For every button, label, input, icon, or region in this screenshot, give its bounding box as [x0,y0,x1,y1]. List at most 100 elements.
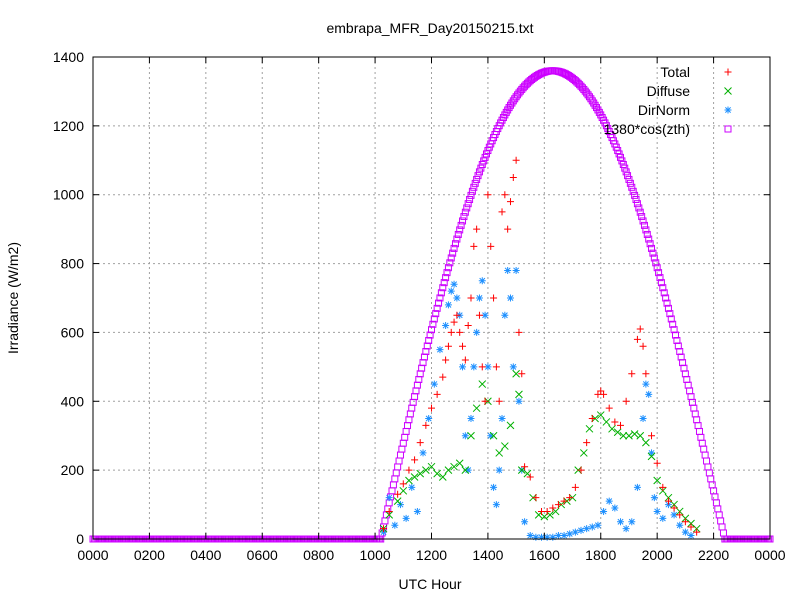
dirnorm-point [512,266,520,274]
total-point [399,480,407,488]
total-point [583,439,591,447]
total-point [664,497,672,505]
total-point [490,294,498,302]
diffuse-point [647,452,656,461]
total-point [428,404,435,412]
dirnorm-point [645,390,653,398]
total-point [422,421,430,429]
dirnorm-point [526,532,534,540]
cos-zth-point [475,168,483,176]
dirnorm-point [492,501,500,509]
diffuse-point [495,449,504,457]
x-tick-label: 0000 [754,547,785,563]
dirnorm-point [450,280,458,288]
total-point [560,497,568,505]
cos-zth-point [624,172,632,180]
dirnorm-point [577,526,585,534]
cos-zth-point [648,244,656,252]
dirnorm-point [461,432,469,440]
cos-zth-point [457,221,465,229]
total-point [444,342,452,350]
cos-zth-point [406,410,414,418]
total-point [636,325,644,333]
cos-zth-point [670,326,678,334]
diffuse-point [653,476,662,485]
total-point [687,523,695,531]
diffuse-point [619,431,628,440]
dirnorm-point [408,483,416,491]
dirnorm-point [490,483,498,491]
x-tick-label: 1000 [360,547,391,563]
cos-zth-point [632,195,640,203]
cos-zth-point [411,393,419,401]
total-point [554,501,562,509]
diffuse-point [500,442,509,450]
cos-zth-point [412,387,420,395]
cos-zth-point [468,187,476,195]
total-point [515,328,523,336]
diffuse-point [489,431,498,440]
diffuse-point [625,431,633,440]
cos-zth-point [642,226,650,234]
cos-zth-point [447,254,455,262]
total-point [439,373,447,381]
dirnorm-point [478,277,486,285]
cos-zth-point [684,381,692,389]
total-point [518,370,526,378]
diffuse-point [444,466,453,474]
dirnorm-point [588,523,596,531]
cos-zth-point [643,230,651,238]
total-point [394,490,402,498]
cos-zth-point [704,463,712,471]
total-point [509,174,517,181]
cos-zth-point [436,294,444,302]
total-point [693,528,701,536]
dirnorm-point [464,466,472,474]
cos-zth-point [633,200,641,208]
legend-label: 1380*cos(zth) [604,121,690,137]
total-point [605,404,613,412]
diffuse-point [512,369,520,378]
dirnorm-point [571,528,579,536]
cos-zth-point [662,294,670,302]
x-tick-label: 1200 [416,547,447,563]
total-point [456,328,464,336]
y-tick-label: 1000 [53,187,84,203]
cos-zth-point [640,221,648,229]
cos-zth-point [416,370,424,378]
diffuse-point [461,466,470,474]
cos-zth-point [690,404,698,412]
cos-zth-point [408,404,416,412]
dirnorm-point [470,363,478,371]
total-point [495,397,503,405]
cos-zth-point [437,289,445,297]
total-point [450,318,458,326]
diffuse-point [399,486,408,495]
cos-zth-point [451,240,459,248]
cos-zth-point [669,320,677,328]
dirnorm-point [521,518,529,526]
dirnorm-point [484,363,492,371]
cos-zth-point [636,208,644,216]
cos-zth-point [423,342,431,350]
dirnorm-point [481,311,489,319]
diffuse-point [642,438,650,447]
y-tick-label: 1400 [53,49,84,65]
cos-zth-point [450,244,458,252]
cos-zth-point [688,398,696,406]
cos-zth-point [635,204,643,212]
diffuse-point [478,380,487,388]
cos-zth-point [638,213,646,221]
legend: Total Diffuse DirNorm 1380*cos(zth) [604,64,732,137]
legend-marker [724,106,732,114]
cos-zth-point [659,284,667,292]
y-tick-label: 600 [61,324,85,340]
diffuse-point [438,473,447,481]
cos-zth-point [426,331,434,339]
cos-zth-point [392,469,400,477]
cos-zth-point [454,230,462,238]
total-point [484,191,492,199]
grid-layer [93,57,770,539]
dirnorm-point [509,363,517,371]
cos-zth-point [428,326,435,334]
